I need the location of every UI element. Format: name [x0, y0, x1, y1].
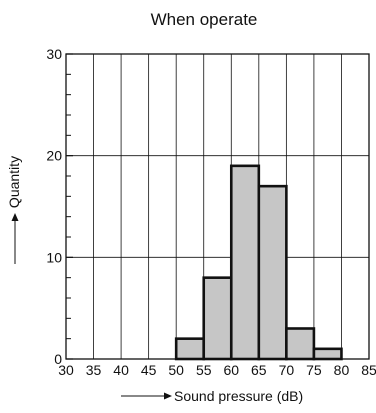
x-tick-label: 40	[113, 362, 129, 378]
x-tick-label: 80	[334, 362, 350, 378]
x-tick-label: 65	[251, 362, 267, 378]
y-tick-label: 0	[54, 351, 62, 367]
x-axis-label: Sound pressure (dB)	[174, 388, 303, 404]
x-tick-label: 75	[306, 362, 322, 378]
y-tick-label: 30	[46, 46, 62, 62]
x-tick-label: 50	[168, 362, 184, 378]
x-tick-label: 70	[279, 362, 295, 378]
y-tick-label: 20	[46, 148, 62, 164]
chart-title: When operate	[151, 10, 258, 29]
histogram-bar	[257, 184, 288, 361]
x-axis-label-arrow-head	[164, 392, 172, 400]
histogram-bar	[229, 164, 261, 361]
x-tick-label: 30	[58, 362, 74, 378]
histogram-bar	[202, 276, 233, 361]
y-tick-label: 10	[46, 249, 62, 265]
histogram-bar	[174, 337, 206, 361]
histogram-bars	[174, 164, 343, 361]
y-axis-label: Quantity	[6, 156, 22, 208]
y-axis-label-arrow-head	[11, 213, 19, 221]
x-tick-label: 45	[141, 362, 157, 378]
axes	[65, 53, 370, 360]
minor-ticks	[66, 73, 71, 340]
x-tick-label: 55	[196, 362, 212, 378]
x-tick-label: 60	[223, 362, 239, 378]
plot-frame	[65, 53, 370, 360]
histogram-bar	[312, 347, 343, 361]
histogram-bar	[285, 327, 316, 361]
x-tick-label: 35	[86, 362, 102, 378]
x-tick-label: 85	[361, 362, 376, 378]
tick-labels: 0 10 20 30 30 35 40 45 50 55 60 65 70 75 80 85	[46, 46, 376, 378]
